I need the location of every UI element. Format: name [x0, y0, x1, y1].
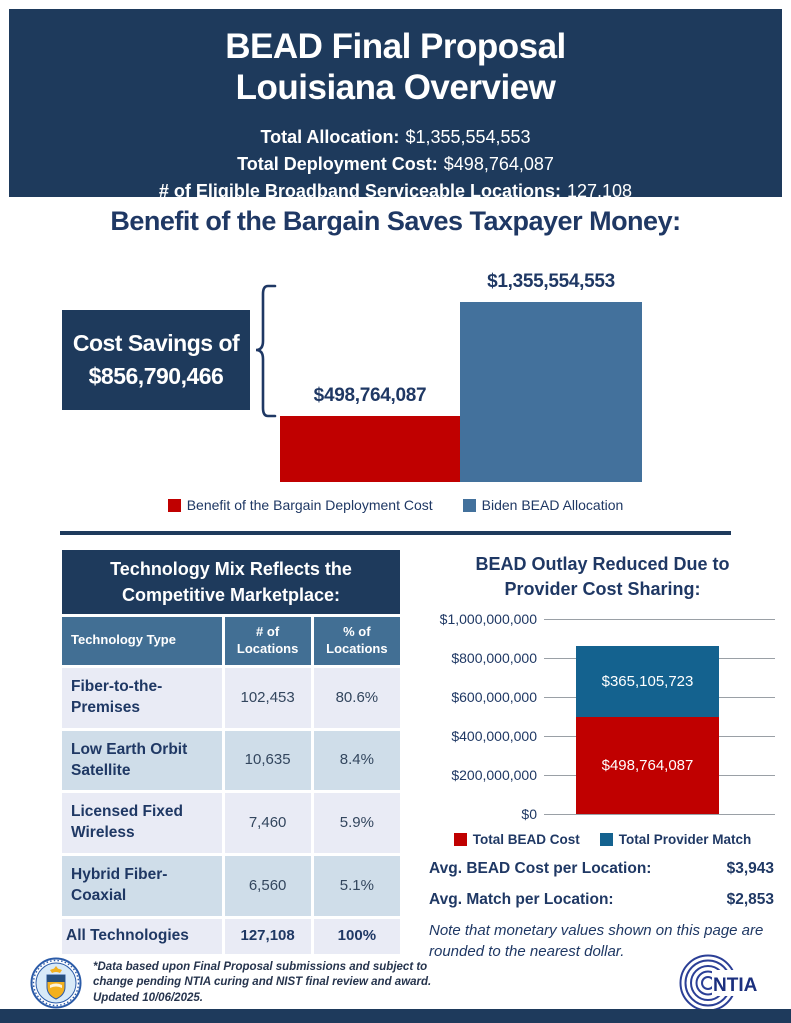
savings-chart-legend: Benefit of the Bargain Deployment Cost B… [0, 497, 791, 513]
table-row-hybrid-fiber-coaxial: Hybrid Fiber-Coaxial 6,560 5.1% [62, 856, 400, 917]
technology-table-title: Technology Mix Reflects the Competitive … [62, 550, 400, 614]
deployment-bar-value: $498,764,087 [313, 385, 427, 406]
col-technology-type: Technology Type [62, 617, 222, 665]
ntia-logo-text: NTIA [713, 975, 758, 996]
outlay-section: BEAD Outlay Reduced Due to Provider Cost… [425, 552, 780, 962]
legend-item-total-provider-match: Total Provider Match [599, 832, 751, 847]
legend-item-total-bead-cost: Total BEAD Cost [453, 832, 580, 847]
red-legend-swatch-icon [167, 499, 181, 512]
cost-savings-line2: $856,790,466 [88, 363, 224, 389]
ytick-600m: $600,000,000 [451, 689, 537, 706]
avg-bead-cost-value: $3,943 [726, 860, 774, 878]
curly-brace-icon [255, 284, 277, 418]
header-stats: Total Allocation: $1,355,554,553 Total De… [9, 124, 782, 205]
ntia-logo-icon: NTIA [679, 954, 761, 1012]
steel-blue-legend-swatch-icon [462, 499, 476, 512]
outlay-chart-title: BEAD Outlay Reduced Due to Provider Cost… [475, 554, 730, 600]
ytick-400m: $400,000,000 [451, 728, 537, 745]
provider-match-segment: $365,105,723 [576, 646, 719, 718]
blue-legend-swatch-icon [599, 833, 613, 847]
page-title: BEAD Final Proposal Louisiana Overview [9, 26, 782, 109]
allocation-bar-value: $1,355,554,553 [487, 271, 615, 292]
bead-cost-segment: $498,764,087 [576, 717, 719, 815]
page-title-line2: Louisiana Overview [235, 68, 556, 108]
legend-item-deployment-cost: Benefit of the Bargain Deployment Cost [167, 497, 433, 513]
col-pct-locations: % of Locations [313, 617, 400, 665]
red-legend-swatch-icon [453, 833, 467, 847]
outlay-stacked-chart: $1,000,000,000 $800,000,000 $600,000,000… [425, 611, 780, 823]
bottom-navy-strip [0, 1009, 791, 1023]
page-title-line1: BEAD Final Proposal [225, 27, 566, 66]
footer-disclaimer: *Data based upon Final Proposal submissi… [93, 960, 432, 1004]
hero-header: BEAD Final Proposal Louisiana Overview T… [9, 9, 782, 201]
col-num-locations: # of Locations [224, 617, 311, 665]
ytick-1000m: $1,000,000,000 [439, 611, 537, 628]
cost-savings-line1: Cost Savings of [72, 329, 240, 356]
table-row-all-technologies: All Technologies 127,108 100% [62, 919, 400, 955]
benefit-section-heading: Benefit of the Bargain Saves Taxpayer Mo… [110, 206, 681, 236]
technology-table: Technology Type # of Locations % of Loca… [59, 614, 403, 957]
section-divider [60, 531, 731, 535]
savings-bar-chart: Cost Savings of $856,790,466 $1,355,554,… [0, 255, 791, 505]
deployment-cost-bar [280, 416, 460, 482]
table-row-leo-satellite: Low Earth Orbit Satellite 10,635 8.4% [62, 730, 400, 791]
stat-total-allocation: Total Allocation: $1,355,554,553 [260, 126, 531, 147]
footer: *Data based upon Final Proposal submissi… [30, 954, 761, 1012]
table-row-fiber: Fiber-to-the-Premises 102,453 80.6% [62, 667, 400, 728]
ytick-0: $0 [521, 806, 537, 823]
bead-allocation-bar [460, 302, 642, 482]
table-header-row: Technology Type # of Locations % of Loca… [62, 617, 400, 665]
avg-match-row: Avg. Match per Location: $2,853 [429, 891, 774, 909]
ytick-800m: $800,000,000 [451, 650, 537, 667]
outlay-chart-legend: Total BEAD Cost Total Provider Match [425, 832, 780, 847]
avg-match-value: $2,853 [726, 891, 774, 909]
gridline-0 [544, 814, 775, 816]
table-row-fixed-wireless: Licensed Fixed Wireless 7,460 5.9% [62, 793, 400, 854]
legend-item-bead-allocation: Biden BEAD Allocation [462, 497, 623, 513]
rounding-note: Note that monetary values shown on this … [429, 922, 764, 960]
stat-total-deployment-cost: Total Deployment Cost: $498,764,087 [237, 153, 554, 174]
avg-bead-cost-row: Avg. BEAD Cost per Location: $3,943 [429, 860, 774, 878]
ytick-200m: $200,000,000 [451, 767, 537, 784]
stat-eligible-locations: # of Eligible Broadband Serviceable Loca… [158, 180, 633, 201]
cost-savings-callout: Cost Savings of $856,790,466 [62, 310, 250, 410]
technology-mix-section: Technology Mix Reflects the Competitive … [62, 550, 400, 957]
commerce-seal-icon [30, 957, 82, 1009]
gridline-1000m [544, 619, 775, 621]
